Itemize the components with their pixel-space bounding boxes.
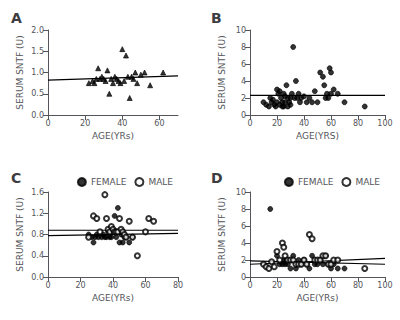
- svg-text:AGE(YRs): AGE(YRs): [92, 131, 134, 141]
- svg-text:D: D: [211, 170, 223, 186]
- svg-text:100: 100: [377, 119, 392, 128]
- svg-text:AGE(YRs): AGE(YRs): [92, 293, 134, 303]
- svg-text:60: 60: [140, 281, 150, 290]
- svg-text:80: 80: [173, 281, 183, 290]
- svg-text:60: 60: [326, 119, 336, 128]
- svg-text:1.6: 1.6: [31, 188, 44, 197]
- svg-text:20: 20: [80, 119, 90, 128]
- svg-text:20: 20: [75, 281, 85, 290]
- svg-text:80: 80: [353, 281, 363, 290]
- svg-text:0: 0: [45, 119, 50, 128]
- svg-text:40: 40: [299, 119, 309, 128]
- svg-text:0.4: 0.4: [31, 251, 44, 260]
- svg-text:6: 6: [241, 60, 246, 69]
- svg-text:SERUM SNTF (U): SERUM SNTF (U): [15, 35, 25, 109]
- svg-text:0.0: 0.0: [31, 111, 44, 120]
- svg-text:0: 0: [241, 273, 246, 282]
- svg-text:60: 60: [326, 281, 336, 290]
- svg-text:1.0: 1.0: [31, 68, 44, 77]
- svg-text:40: 40: [108, 281, 118, 290]
- svg-text:MALE: MALE: [355, 177, 380, 187]
- svg-text:60: 60: [154, 119, 164, 128]
- svg-text:SERUM SNTF (U): SERUM SNTF (U): [15, 197, 25, 271]
- svg-text:2.0: 2.0: [31, 26, 44, 35]
- svg-text:AGE(YRS): AGE(YRS): [296, 131, 339, 141]
- svg-text:0.0: 0.0: [31, 273, 44, 282]
- svg-text:2: 2: [241, 256, 246, 265]
- svg-text:80: 80: [353, 119, 363, 128]
- svg-text:100: 100: [377, 281, 392, 290]
- svg-text:AGE(YRs): AGE(YRs): [296, 293, 338, 303]
- svg-text:0: 0: [247, 119, 252, 128]
- svg-text:0: 0: [241, 111, 246, 120]
- svg-text:2: 2: [241, 94, 246, 103]
- svg-text:SERUM SNTF (U): SERUM SNTF (U): [217, 197, 227, 271]
- svg-text:FEMALE: FEMALE: [298, 177, 334, 187]
- svg-text:B: B: [211, 10, 222, 26]
- svg-text:A: A: [11, 10, 22, 26]
- svg-text:6: 6: [241, 222, 246, 231]
- svg-text:8: 8: [241, 205, 246, 214]
- svg-text:40: 40: [117, 119, 127, 128]
- svg-text:1.5: 1.5: [31, 47, 44, 56]
- svg-text:C: C: [11, 170, 21, 186]
- svg-text:8: 8: [241, 43, 246, 52]
- svg-text:1.2: 1.2: [31, 209, 44, 218]
- svg-text:0: 0: [247, 281, 252, 290]
- svg-text:20: 20: [272, 281, 282, 290]
- svg-text:40: 40: [299, 281, 309, 290]
- svg-text:4: 4: [241, 77, 246, 86]
- svg-text:10: 10: [236, 26, 246, 35]
- svg-text:20: 20: [272, 119, 282, 128]
- svg-text:0.8: 0.8: [31, 230, 44, 239]
- svg-text:10: 10: [236, 188, 246, 197]
- svg-text:FEMALE: FEMALE: [91, 177, 127, 187]
- svg-text:0: 0: [45, 281, 50, 290]
- svg-text:0.5: 0.5: [31, 89, 44, 98]
- svg-text:MALE: MALE: [148, 177, 173, 187]
- svg-text:4: 4: [241, 239, 246, 248]
- svg-text:SERUM SNTF (U): SERUM SNTF (U): [217, 35, 227, 109]
